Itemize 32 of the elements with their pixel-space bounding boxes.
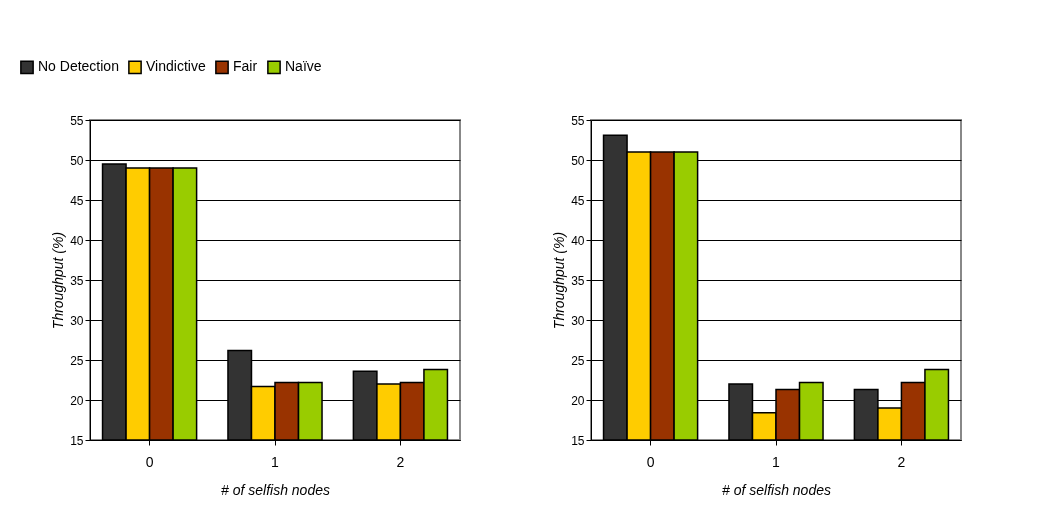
y-tick-label: 30 bbox=[571, 313, 585, 328]
x-tick-label: 1 bbox=[772, 453, 781, 470]
legend-label: Naïve bbox=[285, 58, 322, 75]
x-axis-title: # of selfish nodes bbox=[221, 481, 330, 498]
y-axis-title: Throughput (%) bbox=[551, 231, 568, 330]
y-tick-label: 25 bbox=[571, 353, 585, 368]
y-tick-label: 40 bbox=[571, 233, 585, 248]
y-tick-label: 15 bbox=[70, 433, 84, 448]
y-tick-label: 45 bbox=[70, 193, 84, 208]
y-tick-label: 20 bbox=[70, 393, 84, 408]
legend-label: Fair bbox=[233, 58, 258, 75]
y-tick-label: 40 bbox=[70, 233, 84, 248]
y-tick-label: 45 bbox=[571, 193, 585, 208]
y-tick-label: 50 bbox=[70, 153, 84, 168]
y-tick-label: 50 bbox=[571, 153, 585, 168]
y-tick-label: 35 bbox=[70, 273, 84, 288]
y-tick-label: 20 bbox=[571, 393, 585, 408]
y-tick-label: 55 bbox=[571, 113, 585, 128]
y-tick-label: 25 bbox=[70, 353, 84, 368]
legend-label: No Detection bbox=[38, 58, 119, 75]
y-axis-title: Throughput (%) bbox=[50, 231, 67, 330]
x-tick-label: 0 bbox=[646, 453, 655, 470]
x-axis-title: # of selfish nodes bbox=[722, 481, 831, 498]
x-tick-label: 2 bbox=[396, 453, 405, 470]
x-tick-label: 2 bbox=[897, 453, 906, 470]
y-tick-label: 30 bbox=[70, 313, 84, 328]
y-tick-label: 35 bbox=[571, 273, 585, 288]
legend-label: Vindictive bbox=[146, 58, 206, 75]
x-tick-label: 1 bbox=[271, 453, 280, 470]
x-tick-label: 0 bbox=[145, 453, 154, 470]
y-tick-label: 55 bbox=[70, 113, 84, 128]
y-tick-label: 15 bbox=[571, 433, 585, 448]
